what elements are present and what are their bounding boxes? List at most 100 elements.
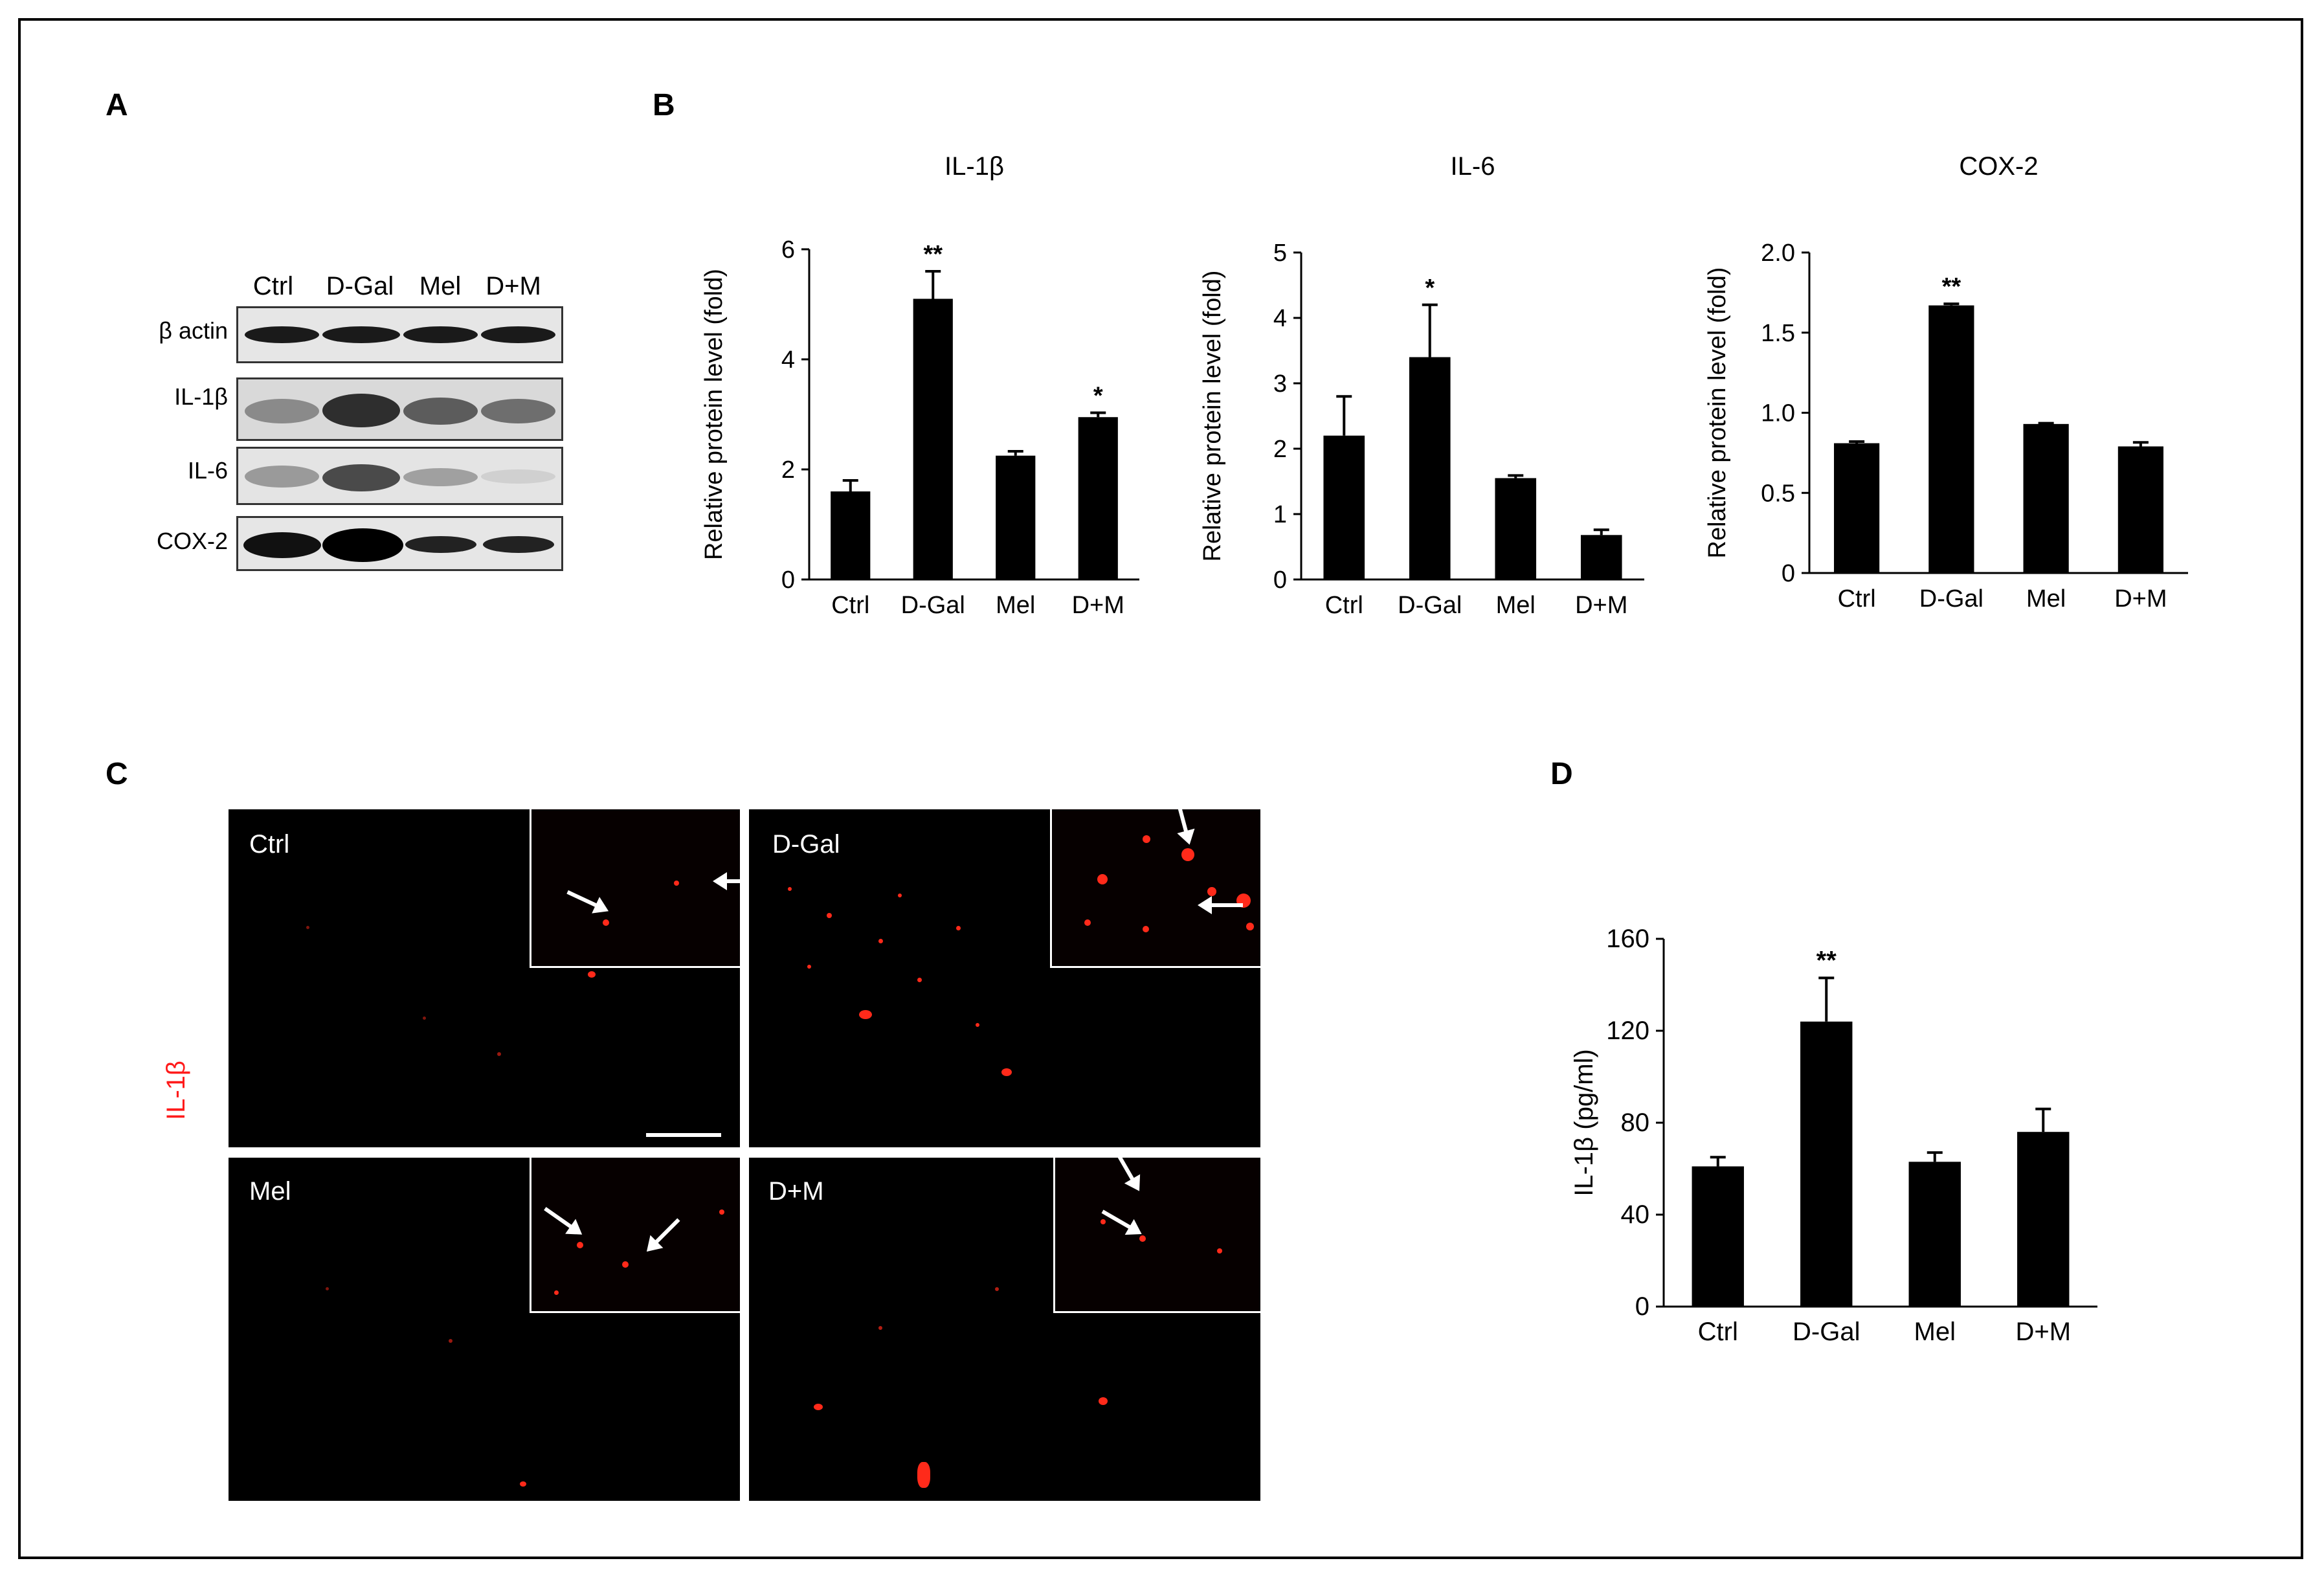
bar-chart-cox2: 0 0.5 1.0 1.5 2.0 Ctrl ** D-Gal Mel D+M COX-2 Relat… — [1704, 152, 2188, 613]
significance-label: * — [1425, 275, 1435, 302]
bar — [1834, 443, 1880, 573]
bar — [1495, 478, 1537, 579]
blot-lane-label: Mel — [419, 272, 462, 300]
bar — [2017, 1132, 2070, 1307]
x-tick-label: D+M — [2015, 1318, 2071, 1346]
arrow-icon — [1115, 1158, 1138, 1187]
x-tick-label: Mel — [2026, 585, 2066, 613]
bar — [1323, 435, 1365, 579]
significance-label: ** — [1942, 273, 1961, 300]
arrow-icon — [544, 1207, 578, 1233]
x-tick-label: Ctrl — [1698, 1318, 1738, 1346]
blot-row-label: β actin — [159, 317, 228, 344]
blot-strip-il6 — [236, 447, 563, 505]
micrograph-inset — [1053, 1158, 1260, 1313]
x-tick-label: D+M — [1575, 592, 1627, 619]
x-tick-label: D-Gal — [1919, 585, 1983, 613]
panel-letter-d: D — [1550, 757, 1573, 791]
y-tick-label: 2.0 — [1761, 240, 1795, 267]
micrograph-side-label: IL-1β — [162, 1061, 190, 1120]
blot-lane-label: Ctrl — [252, 272, 294, 300]
y-tick-label: 120 — [1606, 1017, 1649, 1045]
chart-title: COX-2 — [1959, 152, 2038, 181]
y-tick-label: 4 — [781, 346, 795, 374]
y-tick-label: 1 — [1273, 501, 1287, 528]
y-tick-label: 0 — [781, 567, 795, 594]
y-axis-label: IL-1β (pg/ml) — [1570, 1049, 1598, 1197]
bar-chart-il6: 0 1 2 3 4 5 Ctrl * D-Gal Mel D+M IL-6 Relative prote… — [1199, 152, 1644, 619]
micrograph-label: D-Gal — [772, 830, 840, 859]
micrograph-d-gal: D-Gal — [749, 809, 1260, 1147]
bar — [1692, 1166, 1744, 1307]
panel-letter-c: C — [106, 757, 128, 791]
y-tick-label: 2 — [1273, 436, 1287, 463]
bar — [996, 455, 1036, 579]
bar — [2023, 423, 2069, 573]
arrow-icon — [1101, 1209, 1137, 1233]
x-tick-label: Ctrl — [1325, 592, 1363, 619]
bar — [1908, 1162, 1961, 1307]
bar — [1409, 357, 1451, 579]
x-tick-label: D+M — [1072, 592, 1124, 619]
x-tick-label: Mel — [996, 592, 1035, 619]
x-tick-label: D-Gal — [1793, 1318, 1860, 1346]
y-tick-label: 4 — [1273, 305, 1287, 332]
y-tick-label: 1.5 — [1761, 320, 1795, 347]
figure-frame — [18, 18, 2303, 1559]
x-tick-label: D+M — [2114, 585, 2167, 613]
arrow-icon — [1204, 903, 1243, 907]
micrograph-label: D+M — [768, 1177, 824, 1206]
blot-lane-label: D+M — [486, 272, 541, 300]
y-tick-label: 3 — [1273, 370, 1287, 398]
y-tick-label: 0 — [1782, 560, 1795, 587]
bar-chart-il1b-elisa: 0 40 80 120 160 Ctrl ** D-Gal Mel D+M IL-1β (pg/ml… — [1570, 925, 2097, 1346]
blot-row-label: IL-1β — [174, 383, 228, 410]
bar — [1078, 417, 1118, 579]
blot-strip-il1b — [236, 377, 563, 441]
micrograph-inset — [1050, 809, 1260, 968]
micrograph-label: Mel — [249, 1177, 291, 1206]
y-tick-label: 160 — [1606, 925, 1649, 953]
arrow-icon — [1176, 809, 1190, 839]
blot-lane-label: D-Gal — [326, 272, 394, 300]
micrograph-mel: Mel — [229, 1158, 740, 1501]
y-tick-label: 40 — [1621, 1200, 1650, 1229]
bar — [831, 491, 871, 579]
x-tick-label: D-Gal — [901, 592, 965, 619]
blot-row-label: IL-6 — [187, 457, 228, 484]
chart-title: IL-1β — [944, 152, 1004, 181]
y-axis-label: Relative protein level (fold) — [700, 269, 728, 560]
y-tick-label: 80 — [1621, 1108, 1650, 1137]
bar-chart-il1b: 0 2 4 6 Ctrl ** D-Gal Mel * D+M IL-1β Relative prot… — [700, 152, 1139, 619]
y-tick-label: 0 — [1273, 567, 1287, 594]
arrow-icon — [566, 890, 604, 910]
y-axis-label: Relative protein level (fold) — [1704, 267, 1731, 559]
blot-strip-cox2 — [236, 516, 563, 571]
micrograph-label: Ctrl — [249, 830, 290, 859]
y-tick-label: 1.0 — [1761, 400, 1795, 427]
micrograph-ctrl: Ctrl — [229, 809, 740, 1147]
significance-label: ** — [1816, 946, 1837, 974]
y-tick-label: 2 — [781, 456, 795, 484]
significance-label: * — [1093, 382, 1103, 409]
arrow-icon — [719, 879, 740, 883]
y-tick-label: 0 — [1635, 1292, 1649, 1321]
bar — [1928, 305, 1974, 573]
significance-label: ** — [923, 241, 943, 268]
x-tick-label: Mel — [1914, 1318, 1956, 1346]
panel-letter-b: B — [653, 88, 675, 122]
x-tick-label: Ctrl — [1838, 585, 1876, 613]
bar — [913, 298, 953, 579]
panel-letter-a: A — [106, 88, 128, 122]
blot-strip-beta-actin — [236, 306, 563, 363]
scale-bar — [646, 1133, 721, 1137]
micrograph-d-plus-m: D+M — [749, 1158, 1260, 1501]
micrograph-inset — [530, 809, 740, 968]
x-tick-label: Mel — [1496, 592, 1536, 619]
y-axis-label: Relative protein level (fold) — [1199, 271, 1226, 562]
micrograph-inset — [530, 1158, 740, 1313]
x-tick-label: D-Gal — [1398, 592, 1462, 619]
y-tick-label: 6 — [781, 236, 795, 264]
blot-row-label: COX-2 — [156, 528, 228, 554]
y-tick-label: 5 — [1273, 240, 1287, 267]
